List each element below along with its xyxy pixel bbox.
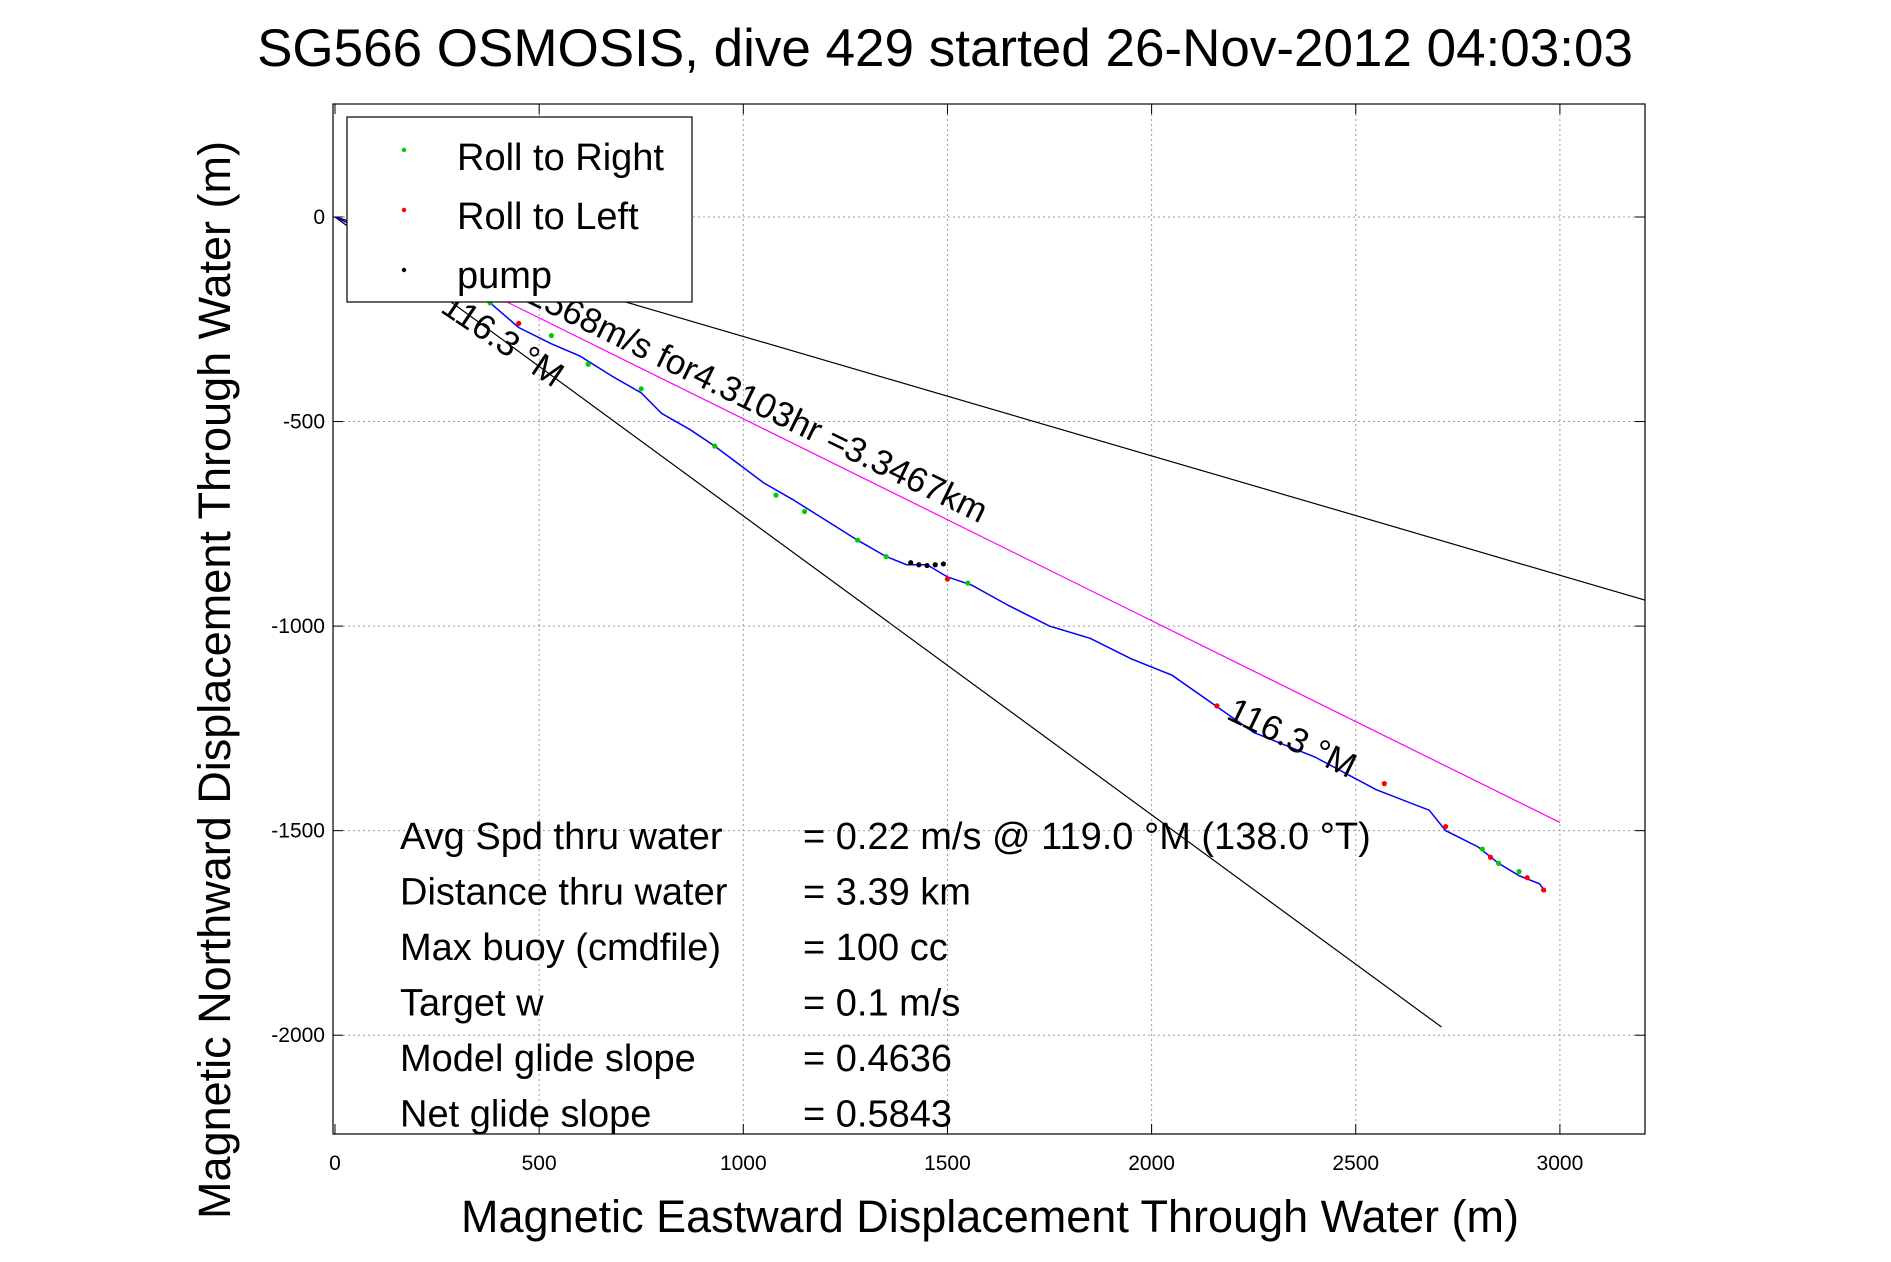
x-tick-label: 0 — [329, 1152, 341, 1175]
x-tick-label: 2500 — [1332, 1152, 1379, 1175]
legend-marker-pump — [401, 267, 407, 273]
roll-right-point — [773, 492, 779, 498]
roll-right-point — [965, 580, 971, 586]
roll-left-point — [516, 320, 522, 326]
x-tick-label: 2000 — [1128, 1152, 1175, 1175]
roll-right-point — [712, 443, 718, 449]
y-tick-label: 0 — [313, 206, 325, 229]
x-tick-label: 500 — [522, 1152, 557, 1175]
legend: Roll to Right Roll to Left pump — [346, 116, 693, 303]
pump-point — [916, 562, 922, 568]
roll-right-point — [1479, 846, 1485, 852]
stat-value: = 0.1 m/s — [803, 983, 960, 1025]
legend-label-pump: pump — [457, 255, 552, 297]
roll-left-point — [1487, 854, 1494, 860]
axis-ticks: 0 500 1000 1500 2000 2500 3000 0 -500 -1000 -1500 -… — [271, 104, 1645, 1175]
y-axis-label: Magnetic Northward Displacement Through … — [189, 141, 240, 1219]
stat-label: Model glide slope — [400, 1038, 696, 1080]
roll-left-point — [1524, 875, 1530, 881]
roll-left-point — [1214, 703, 1220, 709]
reference-line-1 — [334, 216, 1442, 1028]
stat-value: = 0.22 m/s @ 119.0 °M (138.0 °T) — [803, 816, 1371, 858]
stat-value: = 3.39 km — [803, 872, 971, 914]
pump-point — [940, 561, 946, 567]
chart-title: SG566 OSMOSIS, dive 429 started 26-Nov-2… — [257, 19, 1633, 78]
roll-right-point — [548, 333, 554, 339]
y-tick-label: -1500 — [271, 820, 325, 843]
roll-left-point — [1540, 887, 1547, 893]
y-tick-label: -2000 — [271, 1024, 325, 1047]
roll-right-point — [638, 386, 644, 392]
roll-right-point — [1496, 860, 1502, 866]
pump-point — [924, 562, 930, 569]
y-tick-label: -1000 — [271, 615, 325, 638]
x-tick-label: 1500 — [924, 1152, 971, 1175]
legend-marker-roll-left — [401, 207, 407, 213]
legend-label-roll-left: Roll to Left — [457, 196, 639, 238]
roll-right-point — [883, 553, 889, 560]
dive-statistics: Avg Spd thru water = 0.22 m/s @ 119.0 °M … — [400, 816, 1371, 1136]
stat-value: = 0.5843 — [803, 1094, 952, 1136]
stat-label: Target w — [400, 983, 544, 1025]
roll-right-point — [801, 508, 808, 515]
reference-line-0 — [334, 216, 1561, 824]
x-tick-label: 3000 — [1537, 1152, 1584, 1175]
stat-label: Distance thru water — [400, 872, 728, 914]
stat-value: = 100 cc — [803, 927, 948, 969]
roll-left-point — [1442, 823, 1449, 830]
x-axis-label: Magnetic Eastward Displacement Through W… — [461, 1191, 1519, 1242]
stat-label: Max buoy (cmdfile) — [400, 927, 721, 969]
roll-right-point — [585, 361, 591, 367]
x-tick-label: 1000 — [720, 1152, 767, 1175]
roll-left-point — [1381, 781, 1387, 787]
stat-value: = 0.4636 — [803, 1038, 952, 1080]
legend-marker-roll-right — [401, 147, 407, 153]
roll-right-point — [855, 537, 861, 543]
pump-point — [932, 562, 938, 568]
plot-frame — [332, 103, 1646, 1135]
roll-pump-markers — [487, 300, 1547, 893]
y-tick-label: -500 — [283, 411, 325, 434]
roll-right-point — [1516, 868, 1522, 875]
roll-left-point — [944, 576, 951, 582]
stat-label: Avg Spd thru water — [400, 816, 723, 858]
stat-label: Net glide slope — [400, 1094, 651, 1136]
legend-label-roll-right: Roll to Right — [457, 137, 664, 179]
pump-point — [908, 560, 914, 566]
